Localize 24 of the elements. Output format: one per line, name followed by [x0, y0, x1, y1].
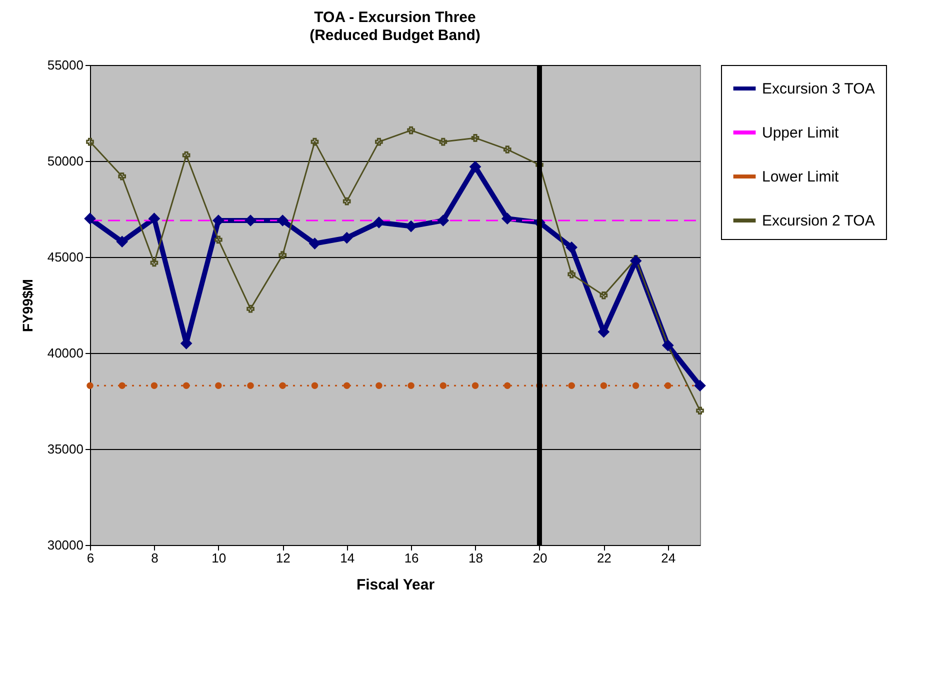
x-axis-title: Fiscal Year — [356, 576, 435, 594]
x-tick-label: 6 — [86, 550, 94, 566]
legend-label: Upper Limit — [762, 124, 840, 142]
legend-label: Excursion 3 TOA — [762, 80, 875, 98]
legend-label: Excursion 2 TOA — [762, 212, 875, 230]
x-tick-label: 12 — [276, 550, 290, 566]
x-tick-label: 10 — [212, 550, 226, 566]
x-tick-label: 20 — [532, 550, 548, 566]
x-tick-label: 22 — [596, 550, 612, 566]
x-tick-label: 24 — [661, 550, 676, 566]
y-tick-label: 35000 — [47, 442, 84, 456]
chart-subtitle: (Reduced Budget Band) — [310, 27, 480, 44]
x-tick-label: 14 — [340, 550, 355, 566]
chart-title: TOA - Excursion Three — [314, 9, 476, 26]
y-tick-label: 45000 — [47, 250, 84, 264]
legend-label: Lower Limit — [762, 168, 840, 186]
y-tick-label: 50000 — [47, 154, 84, 168]
y-tick-label: 40000 — [47, 346, 84, 360]
y-tick-label: 55000 — [47, 58, 84, 72]
x-tick-label: 16 — [404, 550, 419, 566]
x-tick-label: 8 — [151, 550, 158, 566]
y-tick-label: 30000 — [47, 538, 84, 552]
y-axis-title: FY99$M — [19, 279, 36, 332]
x-tick-label: 18 — [468, 550, 483, 566]
